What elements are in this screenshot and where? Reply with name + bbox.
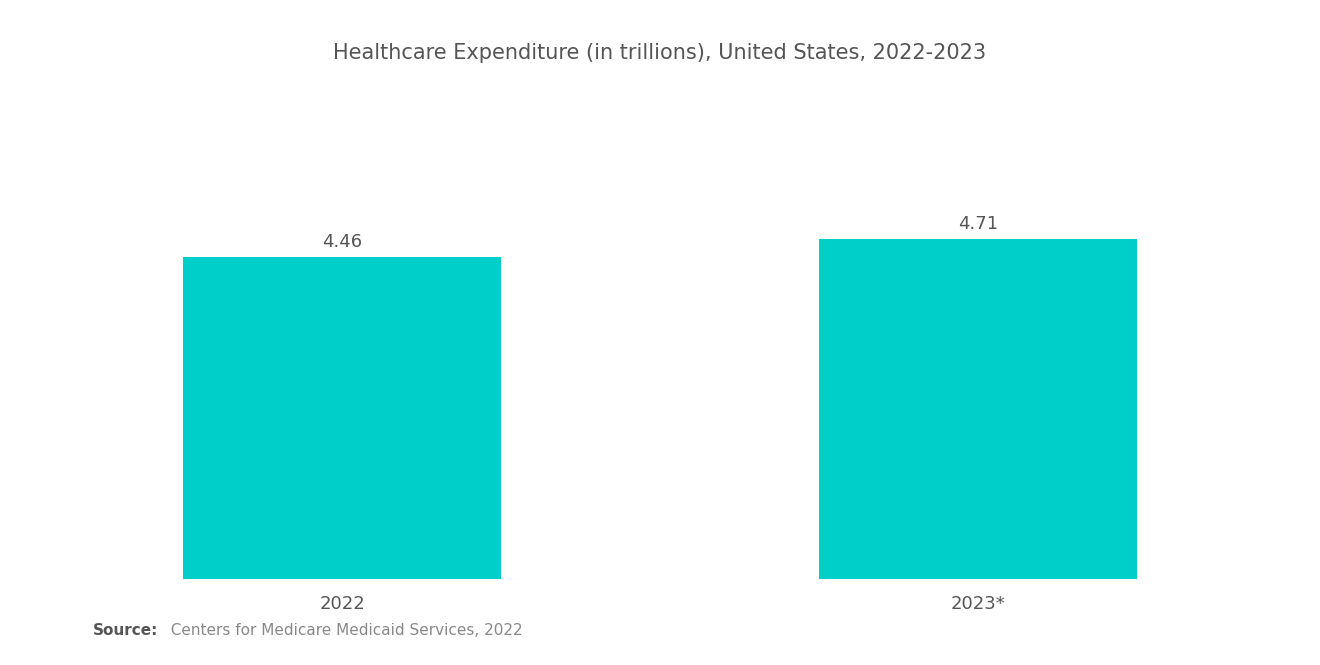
Bar — [818, 239, 1137, 579]
Text: Healthcare Expenditure (in trillions), United States, 2022-2023: Healthcare Expenditure (in trillions), U… — [334, 43, 986, 63]
Text: 4.71: 4.71 — [958, 215, 998, 233]
Bar — [183, 257, 502, 579]
Text: Source:: Source: — [92, 623, 158, 638]
Text: 4.46: 4.46 — [322, 233, 362, 251]
Text: Centers for Medicare Medicaid Services, 2022: Centers for Medicare Medicaid Services, … — [161, 623, 523, 638]
